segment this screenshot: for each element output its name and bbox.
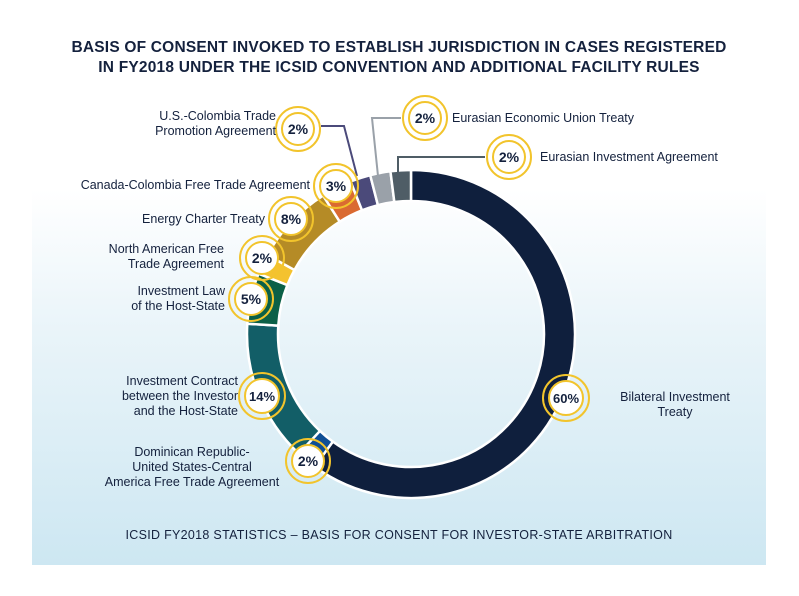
slice-label-1-line-1: United States-Central	[132, 460, 252, 474]
slice-label-8: Eurasian Economic Union Treaty	[452, 111, 672, 126]
percent-badge-8: 2%	[402, 95, 448, 141]
slice-label-1: Dominican Republic- United States-Central…	[92, 445, 292, 490]
percent-badge-text-8: 2%	[415, 110, 436, 126]
slice-label-1-line-0: Dominican Republic-	[134, 445, 250, 459]
percent-badge-text-9: 2%	[499, 149, 520, 165]
slice-label-3-line-0: Investment Law	[137, 284, 225, 298]
percent-badge-7: 2%	[275, 106, 321, 152]
chart-title: BASIS OF CONSENT INVOKED TO ESTABLISH JU…	[32, 38, 766, 78]
percent-badge-text-0: 60%	[553, 391, 579, 406]
percent-badge-text-4: 2%	[252, 250, 273, 266]
slice-label-1-line-2: America Free Trade Agreement	[104, 475, 280, 489]
percent-badge-3: 5%	[228, 276, 274, 322]
percent-badge-text-5: 8%	[281, 211, 302, 227]
slice-label-9-line-0: Eurasian Investment Agreement	[540, 150, 718, 164]
percent-badge-5: 8%	[268, 196, 314, 242]
leader-line-8	[370, 117, 401, 177]
slice-label-7: U.S.-Colombia Trade Promotion Agreement	[60, 109, 276, 139]
slice-label-9: Eurasian Investment Agreement	[540, 150, 760, 165]
slice-label-3: Investment Law of the Host-State	[60, 284, 225, 314]
donut-slice-0	[312, 168, 577, 500]
slice-label-6-line-0: Canada-Colombia Free Trade Agreement	[80, 178, 310, 192]
slice-label-2-line-1: between the Investor	[121, 389, 238, 403]
percent-badge-text-7: 2%	[288, 121, 309, 137]
slice-label-4-line-1: Trade Agreement	[127, 257, 224, 271]
slice-label-4: North American Free Trade Agreement	[60, 242, 224, 272]
slice-label-6: Canada-Colombia Free Trade Agreement	[30, 178, 310, 193]
percent-badge-text-6: 3%	[326, 178, 347, 194]
percent-badge-4: 2%	[239, 235, 285, 281]
leader-line-9	[397, 156, 485, 172]
slice-label-0: Bilateral Investment Treaty	[600, 390, 750, 420]
slice-label-0-line-1: Treaty	[657, 405, 693, 419]
percent-badge-6: 3%	[313, 163, 359, 209]
percent-badge-text-3: 5%	[241, 291, 262, 307]
slice-label-7-line-0: U.S.-Colombia Trade	[159, 109, 276, 123]
slice-label-3-line-1: of the Host-State	[131, 299, 225, 313]
percent-badge-text-1: 2%	[298, 453, 319, 469]
leader-line-7	[321, 125, 358, 177]
percent-badge-0: 60%	[542, 374, 590, 422]
slice-label-8-line-0: Eurasian Economic Union Treaty	[452, 111, 635, 125]
slice-label-5-line-0: Energy Charter Treaty	[142, 212, 265, 226]
percent-badge-text-2: 14%	[249, 389, 275, 404]
chart-title-line-2: IN FY2018 UNDER THE ICSID CONVENTION AND…	[98, 59, 700, 76]
slice-label-4-line-0: North American Free	[108, 242, 224, 256]
chart-footer: ICSID FY2018 STATISTICS – BASIS FOR CONS…	[125, 528, 673, 542]
slice-label-2-line-0: Investment Contract	[126, 374, 238, 388]
slice-label-2-line-2: and the Host-State	[133, 404, 238, 418]
percent-badge-2: 14%	[238, 372, 286, 420]
slice-label-7-line-1: Promotion Agreement	[155, 124, 276, 138]
slice-label-0-line-0: Bilateral Investment	[620, 390, 730, 404]
slice-label-5: Energy Charter Treaty	[60, 212, 265, 227]
slice-label-2: Investment Contract between the Investor a…	[60, 374, 238, 419]
percent-badge-1: 2%	[285, 438, 331, 484]
donut-slice-9	[389, 168, 413, 204]
percent-badge-9: 2%	[486, 134, 532, 180]
chart-title-line-1: BASIS OF CONSENT INVOKED TO ESTABLISH JU…	[71, 39, 727, 56]
